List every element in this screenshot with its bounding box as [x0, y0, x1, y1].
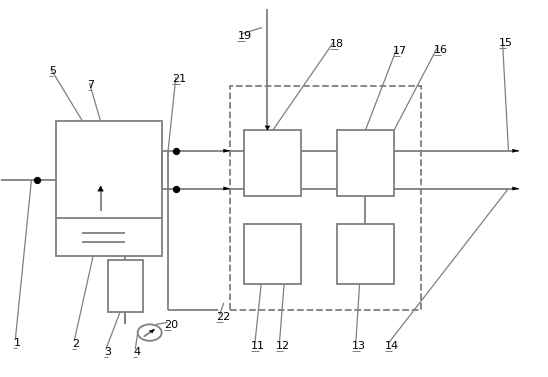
Text: 3: 3 [104, 347, 111, 357]
Bar [108, 260, 143, 312]
Text: 16: 16 [434, 44, 448, 55]
Bar [336, 224, 394, 284]
Polygon shape [223, 149, 230, 153]
Bar [244, 224, 301, 284]
Text: 15: 15 [499, 38, 512, 48]
Bar [244, 130, 301, 196]
Bar [336, 130, 394, 196]
Point [172, 148, 180, 154]
Text: 18: 18 [330, 39, 344, 49]
Text: 22: 22 [216, 313, 230, 322]
Text: 4: 4 [133, 347, 140, 357]
Text: 14: 14 [385, 340, 399, 351]
Text: 7: 7 [88, 80, 95, 90]
Text: 19: 19 [237, 31, 252, 41]
Text: 13: 13 [352, 340, 366, 351]
Text: 21: 21 [172, 75, 186, 84]
Text: 1: 1 [13, 337, 20, 348]
Polygon shape [265, 126, 270, 130]
Point [172, 185, 180, 192]
Bar [56, 121, 162, 256]
Bar [230, 86, 421, 310]
Point [32, 178, 41, 184]
Polygon shape [98, 186, 104, 192]
Text: 2: 2 [72, 339, 79, 349]
Text: 5: 5 [49, 66, 56, 76]
Text: 12: 12 [276, 340, 290, 351]
Polygon shape [223, 187, 230, 190]
Polygon shape [512, 187, 520, 190]
Text: 11: 11 [251, 340, 265, 351]
Text: 20: 20 [164, 320, 178, 330]
Polygon shape [149, 329, 155, 333]
Polygon shape [512, 149, 520, 153]
Text: 17: 17 [393, 46, 407, 57]
